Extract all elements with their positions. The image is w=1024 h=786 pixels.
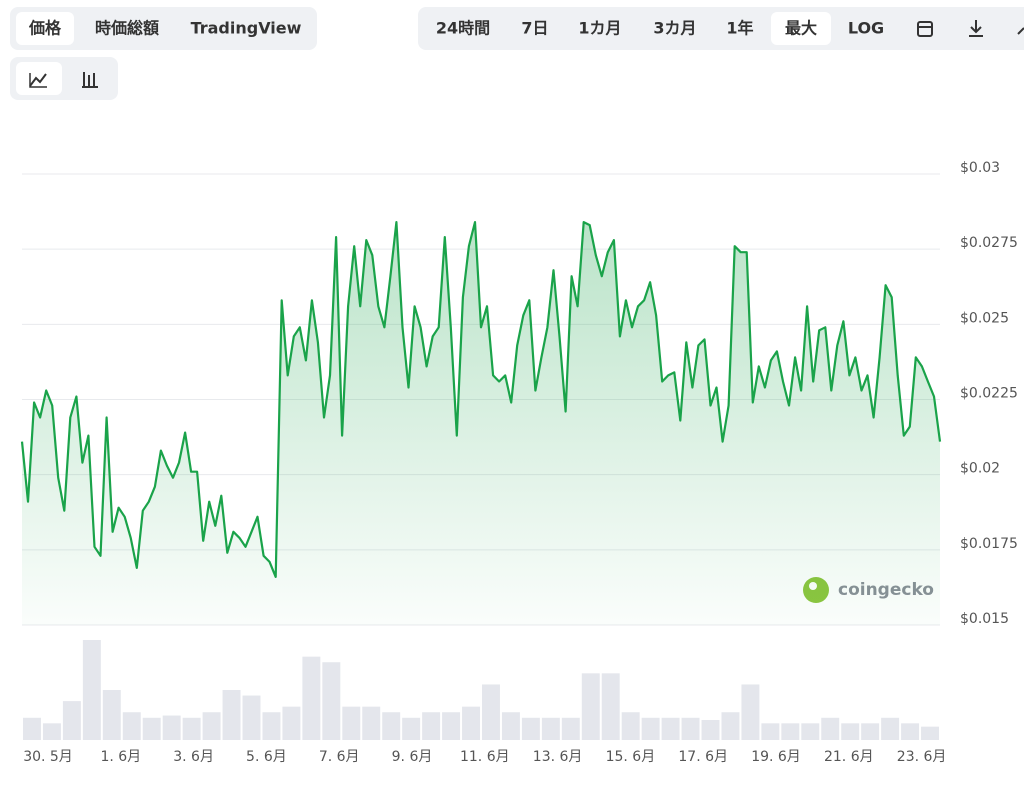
volume-bar	[501, 712, 520, 740]
volume-bar	[282, 706, 301, 740]
volume-bar	[462, 706, 480, 740]
volume-bar	[701, 720, 720, 740]
x-tick-label: 17. 6月	[678, 749, 728, 765]
volume-bar	[841, 723, 860, 740]
area	[22, 222, 940, 625]
y-tick-label: $0.0225	[960, 386, 1018, 402]
range-active[interactable]	[771, 12, 831, 45]
volume-bar	[681, 717, 700, 740]
volume-bar	[402, 717, 421, 740]
range-button[interactable]: 24時間	[436, 19, 490, 38]
price-line	[20, 221, 942, 579]
range-button[interactable]: 1カ月	[578, 19, 621, 38]
volume-bar	[581, 673, 600, 740]
download-icon[interactable]	[969, 20, 983, 37]
volume-bar	[741, 684, 760, 740]
volume-bar	[82, 640, 101, 740]
y-tick-label: $0.025	[960, 310, 1009, 326]
line-icon-axis	[29, 73, 47, 88]
range-group	[418, 7, 1024, 50]
x-tick-label: 30. 5月	[23, 749, 73, 765]
x-tick-label: 19. 6月	[751, 749, 801, 765]
volume-bar	[342, 706, 361, 740]
tab-active[interactable]	[16, 12, 74, 45]
volume-bar	[102, 690, 121, 740]
volume-bar	[641, 717, 660, 740]
range-button[interactable]: LOG	[848, 19, 884, 38]
volume-bar	[821, 717, 840, 740]
volume-bar	[881, 717, 900, 740]
x-tick-label: 21. 6月	[824, 749, 874, 765]
volume-bar	[242, 695, 261, 740]
volume-bar	[521, 717, 540, 740]
range-button[interactable]: 7日	[521, 19, 548, 38]
volume-bar	[422, 712, 441, 740]
volume-bar	[861, 723, 880, 740]
range-button[interactable]: 最大	[785, 19, 817, 38]
volume-bar	[541, 717, 560, 740]
volume-bar	[781, 723, 800, 740]
candle-icon[interactable]	[82, 72, 98, 88]
x-tick-label: 5. 6月	[246, 749, 287, 765]
volume-bar	[382, 712, 401, 740]
volume-bar	[162, 715, 181, 740]
volume-bar	[561, 717, 580, 740]
x-tick-label: 7. 6月	[319, 749, 360, 765]
x-tick-label: 13. 6月	[533, 749, 583, 765]
volume-bar	[482, 684, 500, 740]
x-tick-label: 3. 6月	[173, 749, 214, 765]
y-tick-label: $0.02	[960, 461, 1000, 477]
volume-bar	[122, 712, 141, 740]
volume-bar	[661, 717, 680, 740]
x-tick-label: 23. 6月	[897, 749, 947, 765]
x-tick-label: 15. 6月	[606, 749, 656, 765]
range-button[interactable]: 1年	[726, 19, 753, 38]
volume-bar	[62, 701, 81, 740]
range-button[interactable]: 3カ月	[653, 19, 696, 38]
volume-bar	[42, 723, 61, 740]
volume-bar	[621, 712, 640, 740]
volume-bar	[142, 717, 161, 740]
volume-bar	[721, 712, 740, 740]
y-tick-label: $0.015	[960, 611, 1009, 627]
volume-bar	[761, 723, 780, 740]
expand-icon[interactable]	[1017, 27, 1024, 35]
x-tick-label: 9. 6月	[392, 749, 433, 765]
tab[interactable]: 価格	[28, 19, 62, 38]
volume-bar	[182, 717, 201, 740]
volume-bar	[601, 673, 620, 740]
volume-bar	[442, 712, 461, 740]
x-tick-label: 11. 6月	[460, 749, 510, 765]
y-tick-label: $0.03	[960, 160, 1000, 176]
volume-bar	[262, 712, 281, 740]
y-tick-label: $0.0275	[960, 235, 1018, 251]
volume-bar	[362, 706, 381, 740]
volume-bar	[202, 712, 221, 740]
tab[interactable]: TradingView	[191, 19, 302, 38]
volume-bar	[801, 723, 820, 740]
volume-bar	[222, 690, 241, 740]
volume-bar	[901, 723, 920, 740]
volume-bar	[23, 717, 41, 740]
calendar-icon[interactable]	[917, 21, 933, 37]
line-chart-button[interactable]	[16, 62, 62, 95]
tab-group	[10, 7, 317, 50]
tab[interactable]: 時価総額	[95, 19, 159, 38]
volume-bar	[921, 726, 939, 740]
line-icon	[29, 73, 47, 87]
volume-bar	[322, 662, 341, 740]
volume-bar	[302, 656, 321, 740]
y-tick-label: $0.0175	[960, 536, 1018, 552]
x-tick-label: 1. 6月	[100, 749, 141, 765]
